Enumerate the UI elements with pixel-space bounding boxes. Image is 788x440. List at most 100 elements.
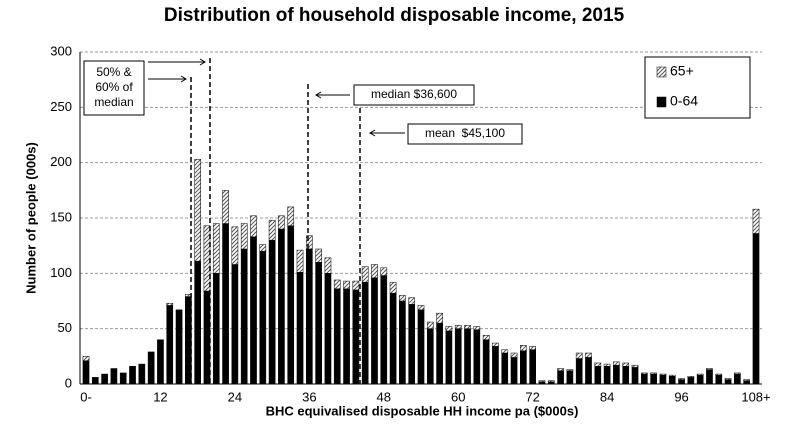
bar-segment bbox=[454, 325, 462, 329]
x-tick-label: 48 bbox=[377, 389, 391, 404]
x-tick-label: 0- bbox=[80, 389, 92, 404]
bar-segment bbox=[231, 264, 239, 385]
bar-segment bbox=[278, 215, 285, 230]
bar-segment bbox=[361, 266, 369, 283]
bar-segment bbox=[352, 289, 360, 385]
bar-segment bbox=[529, 349, 536, 385]
bar-segment bbox=[82, 360, 90, 385]
bar-segment bbox=[631, 367, 639, 385]
bar-segment bbox=[687, 377, 695, 385]
bar-segment bbox=[668, 376, 676, 385]
x-tick-label: 108+ bbox=[741, 389, 770, 404]
bar-segment bbox=[268, 219, 276, 241]
bar-segment bbox=[575, 352, 583, 359]
bar-segment bbox=[520, 345, 527, 352]
bar-segment bbox=[166, 305, 174, 385]
bar-segment bbox=[445, 326, 453, 332]
annotation: median bbox=[94, 95, 133, 109]
bar-segment bbox=[399, 295, 406, 302]
y-tick-label: 300 bbox=[50, 43, 72, 58]
bar-segment bbox=[696, 374, 704, 385]
bar-segment bbox=[259, 244, 267, 252]
bar-segment bbox=[641, 372, 648, 375]
bar-segment bbox=[557, 368, 564, 371]
bar-segment bbox=[389, 281, 397, 294]
bar-segment bbox=[315, 248, 322, 263]
bar-segment bbox=[436, 322, 443, 385]
bar-segment bbox=[566, 370, 574, 385]
bar-segment bbox=[752, 208, 760, 234]
y-tick-label: 100 bbox=[50, 265, 72, 280]
bar-segment bbox=[631, 364, 639, 368]
bar-segment bbox=[706, 368, 713, 370]
x-tick-label: 24 bbox=[228, 389, 242, 404]
bar-segment bbox=[157, 339, 164, 385]
bar-segment bbox=[454, 328, 462, 385]
bar-segment bbox=[473, 329, 481, 385]
annotation-arrows bbox=[148, 58, 405, 137]
bar-segment bbox=[91, 377, 99, 385]
annotation: median $36,600 bbox=[371, 87, 457, 101]
bar-segment bbox=[194, 260, 201, 385]
bar-segment bbox=[436, 312, 443, 324]
y-tick-label: 50 bbox=[58, 320, 72, 335]
bar-segment bbox=[678, 378, 685, 380]
annotation-box bbox=[83, 60, 145, 116]
bar-segment bbox=[464, 328, 471, 385]
bar-segment bbox=[371, 277, 378, 385]
bar-segment bbox=[473, 326, 481, 331]
bar-segment bbox=[613, 364, 620, 385]
bar-segment bbox=[538, 380, 546, 383]
bar-segment bbox=[222, 190, 229, 224]
bar-segment bbox=[371, 264, 378, 279]
bar-segment bbox=[408, 297, 416, 305]
x-tick-label: 36 bbox=[302, 389, 316, 404]
legend-swatch bbox=[656, 66, 667, 78]
bar-segment bbox=[426, 328, 434, 385]
bar-segment bbox=[333, 288, 341, 385]
bar-segment bbox=[203, 225, 211, 292]
bar-segment bbox=[268, 239, 276, 385]
bar-segment bbox=[492, 342, 499, 347]
x-tick-label: 12 bbox=[153, 389, 167, 404]
bar-segment bbox=[147, 351, 155, 385]
bar-segment bbox=[529, 346, 536, 350]
bar-segment bbox=[622, 362, 630, 367]
bar-segment bbox=[231, 226, 239, 265]
bar-segment bbox=[315, 262, 322, 385]
bar-segment bbox=[724, 378, 732, 380]
legend-swatch bbox=[656, 96, 667, 108]
bar-segment bbox=[212, 223, 220, 274]
bar-segment bbox=[501, 349, 509, 354]
bar-segment bbox=[278, 228, 285, 385]
bar-segment bbox=[361, 281, 369, 385]
bar-segment bbox=[724, 379, 732, 385]
bar-segment bbox=[734, 372, 741, 375]
annotation: mean $45,100 bbox=[425, 126, 505, 140]
bar-segment bbox=[575, 358, 583, 385]
y-axis-title: Number of people (000s) bbox=[23, 142, 38, 294]
bar-segment bbox=[417, 309, 425, 385]
bar-segment bbox=[306, 235, 313, 250]
bar-segment bbox=[492, 346, 499, 385]
bar-segment bbox=[138, 363, 146, 385]
bar-segment bbox=[296, 271, 304, 385]
bar-segment bbox=[324, 257, 332, 274]
bar-segment bbox=[306, 248, 313, 385]
bar-segment bbox=[250, 215, 257, 238]
x-axis-title: BHC equivalised disposable HH income pa … bbox=[266, 403, 579, 418]
y-tick-label: 150 bbox=[50, 209, 72, 224]
bar-segment bbox=[687, 376, 695, 378]
bar-segment bbox=[240, 248, 248, 385]
bar-segment bbox=[603, 366, 611, 385]
bar-segment bbox=[659, 373, 667, 376]
bar-segment bbox=[287, 225, 295, 385]
bar-segment bbox=[324, 273, 332, 385]
annotation-box bbox=[353, 84, 475, 106]
bar-segment bbox=[501, 352, 509, 385]
bar-segment bbox=[613, 361, 620, 366]
y-tick-label: 200 bbox=[50, 154, 72, 169]
bar-segment bbox=[594, 366, 602, 385]
bar-segment bbox=[222, 223, 229, 385]
bar-segment bbox=[175, 309, 183, 385]
